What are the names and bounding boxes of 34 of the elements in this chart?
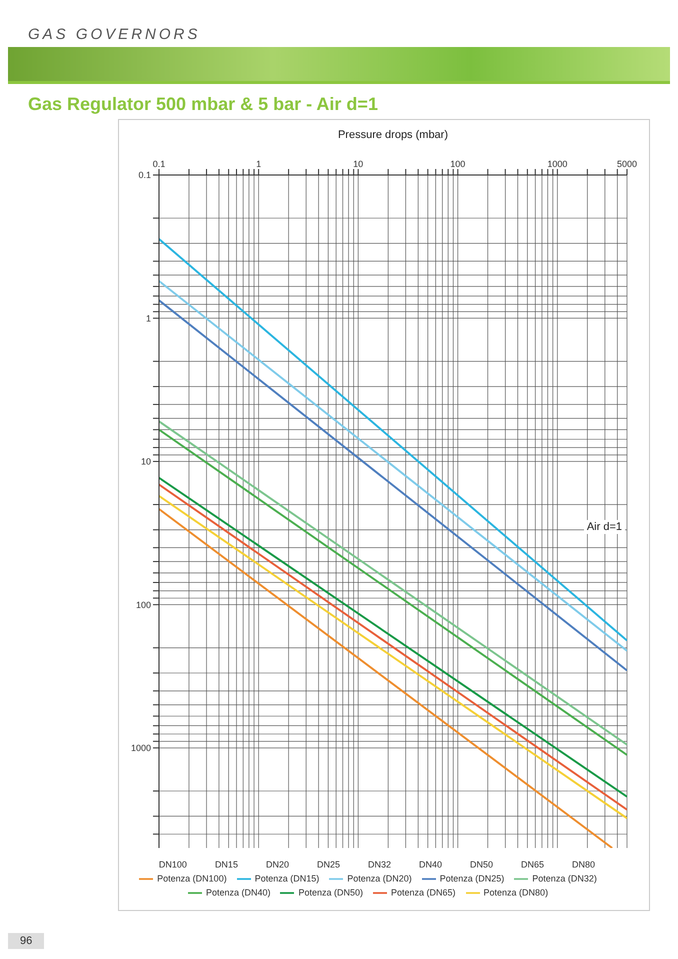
x-tick-label: 1000 [547, 159, 568, 169]
text: DN15 [214, 859, 238, 870]
legend-label: Potenza (DN20) [347, 873, 412, 884]
y-tick-label: 1000 [130, 743, 151, 754]
text: DN32 [368, 859, 391, 870]
x-tick-label: 0.1 [152, 159, 166, 169]
text: 96 [8, 933, 44, 949]
legend-label: Potenza (DN80) [484, 887, 548, 898]
y-tick-label: 10 [140, 456, 151, 467]
legend-label: Potenza (DN15) [254, 873, 320, 884]
x-tick-label: 5000 [616, 159, 638, 169]
legend-label: Potenza (DN100) [157, 873, 227, 884]
x-tick-label: 100 [450, 159, 466, 169]
text: DN25 [316, 859, 340, 870]
text: DN65 [521, 859, 544, 870]
legend-label: Potenza (DN40) [206, 887, 270, 898]
text: DN20 [266, 859, 289, 870]
text: DN80 [572, 859, 596, 870]
text: GAS GOVERNORS [27, 25, 202, 45]
y-tick-label: 1 [146, 313, 151, 324]
legend-label: Potenza (DN50) [298, 887, 363, 898]
legend-label: Potenza (DN65) [391, 887, 456, 898]
x-tick-label: 1 [256, 159, 262, 169]
x-axis-title: Pressure drops (mbar) [338, 128, 448, 141]
text: DN100 [158, 859, 187, 870]
legend-label: Potenza (DN25) [440, 873, 504, 884]
annotation: Air d=1 [584, 520, 625, 534]
legend-label: Potenza (DN32) [532, 873, 597, 884]
x-tick-label: 10 [353, 159, 364, 169]
y-tick-label: 100 [136, 600, 151, 610]
text: DN40 [419, 859, 442, 870]
y-tick-label: 0.1 [138, 170, 151, 180]
text: DN50 [470, 859, 494, 870]
chart-title: Gas Regulator 500 mbar & 5 bar - Air d=1 [27, 93, 379, 116]
